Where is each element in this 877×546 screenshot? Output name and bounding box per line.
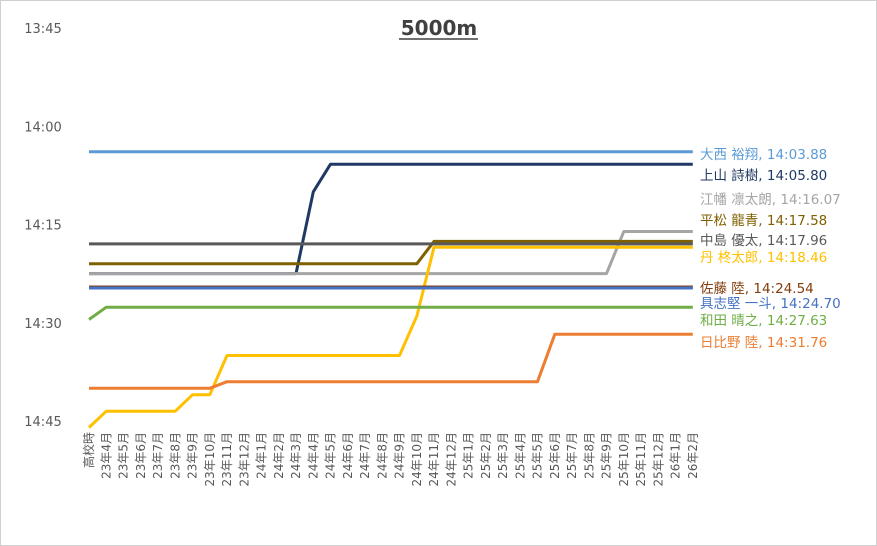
x-tick-label: 23年7月 xyxy=(151,432,165,479)
x-tick-label: 23年5月 xyxy=(117,432,131,479)
x-tick-label: 23年11月 xyxy=(220,432,234,487)
x-tick-label: 24年9月 xyxy=(393,432,407,479)
series-line xyxy=(87,245,693,429)
x-tick-label: 24年7月 xyxy=(358,432,372,479)
x-tick-label: 25年10月 xyxy=(617,432,631,487)
x-tick-label: 24年5月 xyxy=(324,432,338,479)
series-end-label: 上山 詩樹, 14:05.80 xyxy=(700,168,827,184)
series-end-label: 大西 裕翔, 14:03.88 xyxy=(700,147,827,163)
x-tick-label: 24年11月 xyxy=(427,432,441,487)
x-tick-label: 26年1月 xyxy=(669,432,683,479)
series-end-label: 平松 龍青, 14:17.58 xyxy=(700,212,827,229)
y-axis-ticks: 13:45 14:00 14:15 14:30 14:45 xyxy=(24,22,61,430)
x-tick-label: 24年2月 xyxy=(272,432,286,479)
series-end-label: 日比野 陸, 14:31.76 xyxy=(700,335,827,351)
series-lines xyxy=(87,150,693,429)
series-end-label: 具志堅 一斗, 14:24.70 xyxy=(700,296,841,312)
y-tick-label: 14:30 xyxy=(24,317,61,332)
x-tick-label: 24年10月 xyxy=(410,432,424,487)
series-line xyxy=(89,239,693,266)
x-tick-label: 25年11月 xyxy=(634,432,648,487)
x-tick-label: 24年3月 xyxy=(289,432,303,479)
x-tick-label: 23年6月 xyxy=(134,432,148,479)
x-tick-label: 24年8月 xyxy=(375,432,389,479)
x-tick-label: 24年12月 xyxy=(444,432,458,487)
x-tick-label: 25年1月 xyxy=(462,432,476,479)
chart-title: 5000m xyxy=(401,16,478,40)
x-tick-label: 25年4月 xyxy=(513,432,527,479)
x-tick-label: 高校時 xyxy=(81,432,96,468)
x-tick-label: 24年1月 xyxy=(255,432,269,479)
x-tick-label: 26年2月 xyxy=(686,432,700,479)
y-tick-label: 14:15 xyxy=(24,219,61,234)
series-line xyxy=(89,162,693,276)
series-end-label: 中島 優太, 14:17.96 xyxy=(700,233,827,249)
x-tick-label: 25年5月 xyxy=(531,432,545,479)
series-end-label: 和田 晴之, 14:27.63 xyxy=(700,313,827,329)
y-tick-label: 14:45 xyxy=(24,415,61,430)
x-tick-label: 25年3月 xyxy=(496,432,510,479)
x-axis-ticks: 高校時 23年4月 23年5月 23年6月 23年7月 23年8月 23年9月 23年10月 2… xyxy=(81,432,700,487)
x-tick-label: 23年9月 xyxy=(186,432,200,479)
x-tick-label: 25年2月 xyxy=(479,432,493,479)
series-line xyxy=(88,305,693,321)
x-tick-label: 23年4月 xyxy=(99,432,113,479)
y-tick-label: 14:00 xyxy=(24,120,61,135)
x-tick-label: 25年12月 xyxy=(651,432,665,487)
series-line xyxy=(89,230,693,276)
series-end-label: 丹 柊太郎, 14:18.46 xyxy=(700,250,827,266)
x-tick-label: 25年8月 xyxy=(582,432,596,479)
x-tick-label: 24年4月 xyxy=(306,432,320,479)
x-tick-label: 23年10月 xyxy=(203,432,217,487)
series-end-label: 江幡 凛太朗, 14:16.07 xyxy=(700,191,841,208)
y-tick-label: 13:45 xyxy=(24,22,61,37)
x-tick-label: 25年7月 xyxy=(565,432,579,479)
series-labels: 大西 裕翔, 14:03.88 上山 詩樹, 14:05.80 江幡 凛太朗, 14… xyxy=(700,147,841,351)
x-tick-label: 25年6月 xyxy=(548,432,562,479)
x-tick-label: 23年12月 xyxy=(237,432,251,487)
series-end-label: 佐藤 陸, 14:24.54 xyxy=(700,281,814,297)
series-line xyxy=(89,332,693,390)
x-tick-label: 25年9月 xyxy=(600,432,614,479)
x-tick-label: 24年6月 xyxy=(341,432,355,479)
x-tick-label: 23年8月 xyxy=(168,432,182,479)
